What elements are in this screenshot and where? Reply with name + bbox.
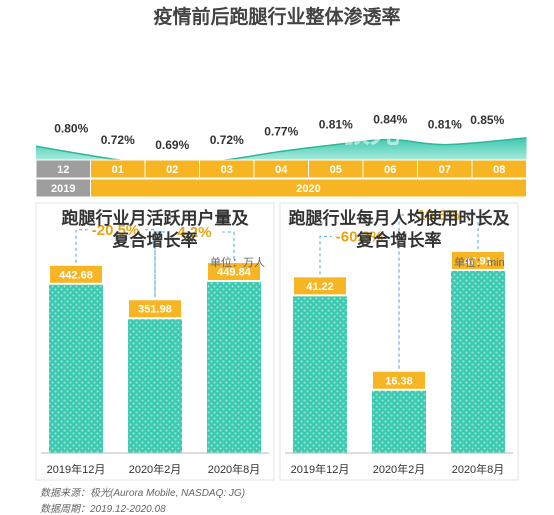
growth-label: 4.2% (177, 224, 211, 241)
bar (128, 319, 182, 453)
month-label: 04 (275, 164, 288, 176)
month-label: 02 (166, 164, 178, 176)
bar-category-label: 2020年8月 (208, 462, 261, 476)
bar-value-box (129, 300, 181, 318)
bar (451, 270, 505, 453)
area-value-label: 0.81% (319, 118, 353, 132)
bar-category-label: 2020年8月 (452, 462, 505, 476)
area-chart: URORA 极光 0.80% 0.72% 0.69% 0.72% 0.77% 0.81% 0… (35, 112, 527, 198)
panel-left-frame (35, 202, 275, 481)
month-cell (471, 159, 527, 179)
panel-right-title-line1: 跑腿行业每月人均使用时长及 (288, 209, 510, 228)
month-label: 01 (112, 164, 124, 176)
year-label: 2019 (51, 183, 75, 195)
area-value-label: 0.80% (54, 121, 88, 135)
panel-left-title-line1: 跑腿行业月活跃用户量及 (61, 209, 249, 228)
month-label: 06 (384, 164, 396, 176)
area-value-label: 0.81% (428, 118, 462, 132)
data-source: 数据来源：极光(Aurora Mobile, NASDAQ: JG) (40, 488, 246, 499)
bar-value-label: 351.98 (138, 304, 172, 316)
area-value-label: 0.84% (373, 113, 407, 127)
bar-value-box (373, 371, 425, 389)
month-label: 03 (221, 164, 233, 176)
area-value-label: 0.69% (155, 138, 189, 152)
area-value-label: 0.85% (470, 113, 504, 127)
bar-category-label: 2020年2月 (129, 462, 182, 476)
watermark-cn: 极光 (340, 116, 400, 149)
bar-value-label: 41.22 (306, 281, 334, 293)
bar (372, 390, 426, 453)
watermark-text: URORA (222, 112, 347, 150)
panel-left-unit: 单位：万人 (210, 257, 265, 269)
year-cell (90, 178, 527, 198)
area-value-label: 0.77% (264, 124, 298, 138)
bar-category-label: 2020年2月 (373, 462, 426, 476)
month-label: 07 (439, 164, 451, 176)
growth-label: -20.5% (92, 222, 140, 239)
growth-label: 19.6% (417, 207, 460, 224)
month-label: 05 (330, 164, 342, 176)
aurora-watermark: URORA 极光 (188, 112, 400, 150)
year-label: 2020 (296, 183, 320, 195)
bar-value-label: 442.68 (59, 269, 93, 281)
panel-right-frame (279, 202, 519, 481)
panel-left-title: 跑腿行业月活跃用户量及 复合增长率 (36, 208, 274, 252)
panel-right-title-line2: 复合增长率 (356, 231, 442, 250)
bar (293, 296, 347, 453)
bar-value-box (452, 251, 504, 269)
bar-category-label: 2019年12月 (291, 462, 350, 476)
growth-label: -60.3% (336, 228, 384, 245)
bar-value-label: 16.38 (385, 375, 413, 387)
data-period: 数据周期：2019.12-2020.08 (40, 504, 166, 515)
bar (207, 282, 261, 453)
month-label: 12 (57, 164, 69, 176)
growth-label-bg (166, 223, 223, 242)
month-label: 08 (493, 164, 505, 176)
bar-value-box (50, 265, 102, 283)
main-title: 疫情前后跑腿行业整体渗透率 (153, 7, 401, 28)
bar-category-label: 2019年12月 (47, 462, 106, 476)
bar (49, 284, 103, 453)
bar-value-label: 449.84 (217, 267, 252, 279)
area-value-label: 0.72% (101, 133, 135, 147)
growth-bracket (319, 235, 400, 369)
growth-label-bg (87, 220, 144, 239)
bar-value-label: 47.91 (464, 255, 492, 267)
growth-label-bg (410, 205, 467, 224)
panel-left-title-line2: 复合增长率 (112, 231, 198, 250)
panel-right-title: 跑腿行业每月人均使用时长及 复合增长率 (280, 208, 518, 252)
area-value-label: 0.72% (210, 133, 244, 147)
bar-value-box (294, 277, 346, 295)
growth-label-bg (331, 227, 388, 246)
bar-value-box (208, 263, 260, 281)
panel-right-unit: 单位：min (454, 257, 505, 269)
